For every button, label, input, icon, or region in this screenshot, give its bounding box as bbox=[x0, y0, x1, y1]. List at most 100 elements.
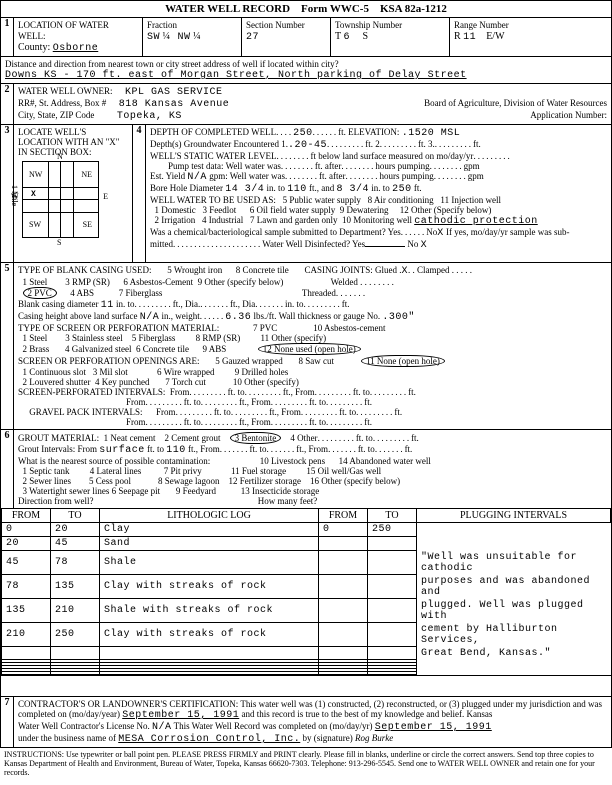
lith-cell: 135 bbox=[51, 575, 100, 599]
lith-cell: Sand bbox=[100, 537, 319, 551]
lith-cell: Clay with streaks of rock bbox=[100, 575, 319, 599]
lith-cell bbox=[319, 647, 368, 660]
board: Board of Agriculture, Division of Water … bbox=[424, 98, 607, 108]
lith-cell bbox=[319, 551, 368, 575]
lith-cell bbox=[368, 551, 417, 575]
gw: .20-45 bbox=[288, 140, 327, 151]
signature: Rog Burke bbox=[355, 733, 393, 743]
sec3-title: LOCATE WELL'S LOCATION WITH AN "X" IN SE… bbox=[18, 127, 128, 157]
depth: 250 bbox=[293, 128, 313, 139]
ksa: KSA 82a-1212 bbox=[380, 3, 447, 15]
owner-name: KPL GAS SERVICE bbox=[125, 87, 223, 98]
lith-cell: 0 bbox=[2, 523, 51, 537]
lith-cell: 78 bbox=[51, 551, 100, 575]
section-box: NWNE SWSE WE NS X bbox=[22, 161, 99, 238]
x-mark: X bbox=[31, 190, 36, 199]
loc-label: LOCATION OF WATER WELL: bbox=[18, 20, 109, 41]
col-to: TO bbox=[51, 509, 100, 523]
frac2: NW bbox=[178, 32, 191, 43]
lith-cell bbox=[368, 623, 417, 647]
sec-2: 2 bbox=[1, 84, 14, 124]
lith-cell: 20 bbox=[51, 523, 100, 537]
cert-date1: September 15, 1991 bbox=[122, 710, 239, 721]
lith-table: FROM TO LITHOLOGIC LOG FROM TO PLUGGING … bbox=[1, 508, 611, 675]
lith-cell: 210 bbox=[51, 599, 100, 623]
col-from: FROM bbox=[2, 509, 51, 523]
use-other: cathodic protection bbox=[414, 216, 538, 227]
lith-cell: Great Bend, Kansas." bbox=[417, 647, 611, 660]
casing-h: N/A bbox=[140, 312, 160, 323]
yield: N/A bbox=[187, 172, 207, 183]
lith-cell: cement by Halliburton Services, bbox=[417, 623, 611, 647]
lith-cell: Shale bbox=[100, 551, 319, 575]
lith-cell: 45 bbox=[2, 551, 51, 575]
chem-no: X bbox=[437, 228, 444, 239]
owner-city: Topeka, KS bbox=[117, 111, 182, 122]
elev: .1520 MSL bbox=[402, 128, 461, 139]
county: Osborne bbox=[53, 43, 99, 54]
lith-cell bbox=[100, 647, 319, 660]
lith-cell bbox=[368, 647, 417, 660]
form-title: WATER WELL RECORD bbox=[165, 3, 290, 15]
form-no: Form WWC-5 bbox=[301, 3, 369, 15]
lith-cell: 0 bbox=[319, 523, 368, 537]
lith-cell bbox=[319, 599, 368, 623]
lith-cell bbox=[417, 537, 611, 551]
business: MESA Corrosion Control, Inc. bbox=[118, 734, 300, 745]
casing-selected: 2 PVC bbox=[23, 287, 57, 299]
lith-cell: 135 bbox=[2, 599, 51, 623]
lith-cell: "Well was unsuitable for cathodic bbox=[417, 551, 611, 575]
lith-cell bbox=[368, 599, 417, 623]
lith-cell: Clay with streaks of rock bbox=[100, 623, 319, 647]
casing-dia: 11 bbox=[101, 300, 114, 311]
bore-into: 250 bbox=[392, 184, 412, 195]
lith-cell: Shale with streaks of rock bbox=[100, 599, 319, 623]
gauge: .300" bbox=[382, 312, 415, 323]
lith-cell: 250 bbox=[368, 523, 417, 537]
col-from2: FROM bbox=[319, 509, 368, 523]
township: 6 bbox=[343, 32, 350, 43]
sec-4: 4 bbox=[133, 125, 146, 262]
license: N/A bbox=[152, 722, 172, 733]
lith-cell: 20 bbox=[2, 537, 51, 551]
lith-cell: 210 bbox=[2, 623, 51, 647]
col-plug: PLUGGING INTERVALS bbox=[417, 509, 611, 523]
screen-none: 12 None used (open hole) bbox=[258, 343, 361, 355]
grout-sel: 3 Bentonite bbox=[230, 432, 282, 444]
sec-6: 6 bbox=[1, 430, 14, 508]
lith-cell bbox=[368, 537, 417, 551]
lith-cell: 250 bbox=[51, 623, 100, 647]
bore: 14 3/4 bbox=[225, 184, 264, 195]
cert-date2: September 15, 1991 bbox=[375, 722, 492, 733]
grout-from: surface bbox=[99, 445, 145, 456]
lith-cell: Clay bbox=[100, 523, 319, 537]
cert-text1: CONTRACTOR'S OR LANDOWNER'S CERTIFICATIO… bbox=[18, 699, 602, 709]
opening-none: 11 None (open hole) bbox=[361, 355, 445, 367]
lith-cell bbox=[319, 623, 368, 647]
lith-cell bbox=[368, 575, 417, 599]
section: 27 bbox=[246, 32, 259, 43]
disinfect-no: X bbox=[421, 240, 428, 251]
lith-cell: purposes and was abandoned and bbox=[417, 575, 611, 599]
grout-to: 110 bbox=[166, 445, 186, 456]
lith-cell: 78 bbox=[2, 575, 51, 599]
instructions: INSTRUCTIONS: Use typewriter or ball poi… bbox=[0, 748, 612, 779]
sec-5: 5 bbox=[1, 263, 14, 429]
directions: Downs KS - 170 ft. east of Morgan Street… bbox=[5, 70, 467, 81]
sec-1: 1 bbox=[1, 18, 14, 56]
lith-cell: plugged. Well was plugged with bbox=[417, 599, 611, 623]
frac1: SW bbox=[147, 32, 160, 43]
col-to2: TO bbox=[368, 509, 417, 523]
joint-x: X bbox=[401, 266, 408, 277]
sec-7: 7 bbox=[1, 697, 14, 747]
range: 11 bbox=[463, 32, 476, 43]
bore-and: 8 3/4 bbox=[337, 184, 370, 195]
lith-cell: 45 bbox=[51, 537, 100, 551]
lith-cell bbox=[319, 537, 368, 551]
lith-cell bbox=[417, 523, 611, 537]
lith-cell bbox=[319, 575, 368, 599]
owner-addr: 818 Kansas Avenue bbox=[119, 99, 230, 110]
col-log: LITHOLOGIC LOG bbox=[100, 509, 319, 523]
bore-to: 110 bbox=[287, 184, 307, 195]
lith-cell bbox=[2, 647, 51, 660]
